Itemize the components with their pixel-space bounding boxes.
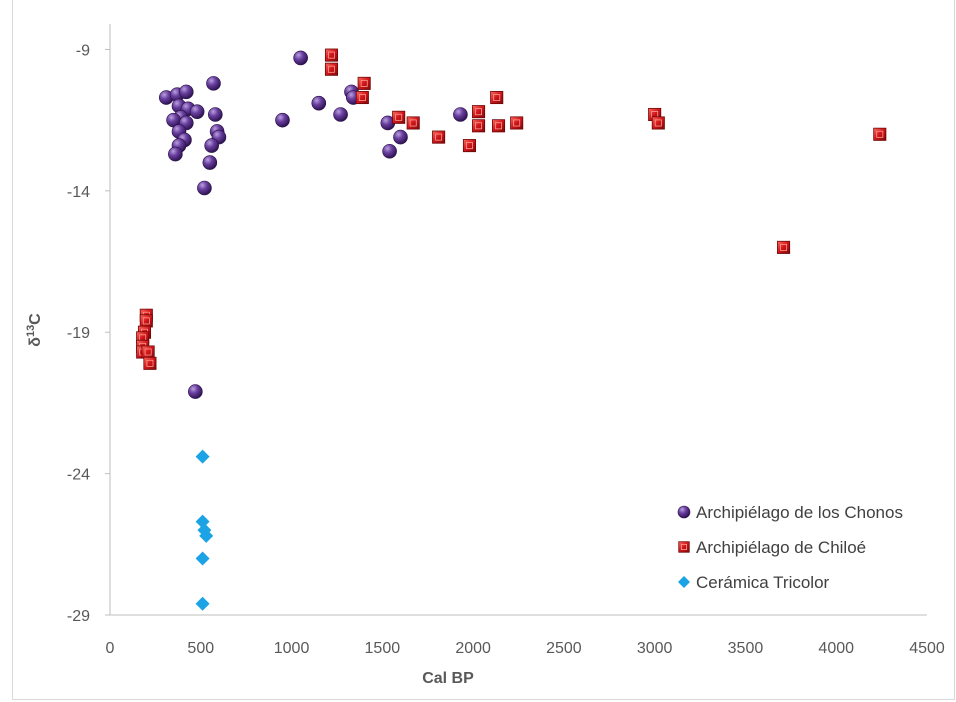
legend-label: Archipiélago de Chiloé: [696, 538, 866, 557]
data-point-circle: [333, 107, 348, 122]
data-point-circle: [204, 138, 219, 153]
data-point-square: [392, 110, 406, 124]
data-point-circle: [188, 384, 203, 399]
data-point-square: [777, 240, 791, 254]
data-point-circle: [189, 104, 205, 119]
x-tick-label: 4000: [818, 640, 854, 657]
data-point-circle: [293, 50, 308, 66]
data-point-square: [324, 48, 339, 62]
x-tick-label: 1500: [365, 640, 401, 657]
y-axis-title-tail: C: [27, 313, 44, 325]
data-point-square: [492, 119, 506, 133]
svg-text:δ13C: δ13C: [25, 313, 44, 347]
data-point-square: [651, 116, 665, 130]
data-point-square: [432, 130, 446, 144]
data-point-circle: [275, 112, 290, 128]
data-point-square: [139, 314, 153, 328]
data-point-square: [510, 116, 524, 130]
data-point-circle: [382, 143, 397, 159]
x-tick-label: 500: [187, 640, 214, 657]
data-point-circle: [311, 95, 327, 111]
data-point-circle: [206, 76, 221, 91]
data-point-circle: [393, 129, 408, 145]
y-tick-label: -24: [67, 467, 90, 484]
data-point-circle: [202, 155, 218, 170]
legend-label: Archipiélago de los Chonos: [696, 503, 903, 522]
data-point-square: [143, 356, 157, 370]
data-point-square: [462, 139, 477, 153]
y-tick-label: -29: [67, 608, 90, 625]
x-tick-label: 4500: [909, 640, 945, 657]
y-tick-label: -14: [67, 184, 90, 201]
legend-marker-circle: [677, 505, 691, 519]
data-point-square: [324, 62, 339, 76]
y-tick-label: -9: [76, 42, 90, 59]
data-point-square: [357, 76, 371, 90]
chart-frame: [12, 0, 955, 700]
y-axis-title-main: δ: [27, 337, 44, 347]
data-point-square: [355, 90, 369, 105]
legend-label: Cerámica Tricolor: [696, 573, 830, 592]
x-tick-label: 3000: [637, 640, 673, 657]
data-point-square: [873, 127, 887, 141]
data-point-square: [406, 116, 420, 130]
y-tick-label: -19: [67, 325, 90, 342]
data-point-diamond: [199, 528, 214, 543]
data-point-circle: [453, 107, 468, 122]
legend: Archipiélago de los Chonos Archipiélago d…: [677, 503, 903, 592]
data-point-diamond: [195, 449, 210, 464]
x-tick-label: 2000: [455, 640, 491, 657]
legend-marker-diamond: [678, 576, 690, 588]
y-axis-title-sup: 13: [25, 325, 37, 337]
data-point-circle: [168, 146, 183, 162]
data-point-circle: [197, 180, 212, 196]
data-point-square: [472, 105, 486, 119]
data-point-circle: [208, 107, 223, 122]
data-point-diamond: [195, 551, 210, 566]
data-point-circle: [178, 84, 194, 100]
y-axis-title: δ13C: [25, 313, 44, 347]
data-point-square: [141, 345, 155, 359]
legend-marker-square: [678, 541, 690, 553]
data-point-diamond: [195, 596, 210, 611]
data-point-square: [490, 90, 504, 105]
x-tick-label: 3500: [728, 640, 764, 657]
data-points: [136, 48, 887, 611]
x-axis-title: Cal BP: [422, 670, 474, 687]
tick-labels: 0 500 1000 1500 2000 2500 3000 3500 4000 4500 -9 -1…: [67, 42, 945, 657]
data-point-square: [472, 119, 486, 133]
x-tick-label: 2500: [546, 640, 582, 657]
x-tick-label: 0: [106, 640, 115, 657]
axes: [109, 24, 927, 616]
x-tick-label: 1000: [274, 640, 310, 657]
